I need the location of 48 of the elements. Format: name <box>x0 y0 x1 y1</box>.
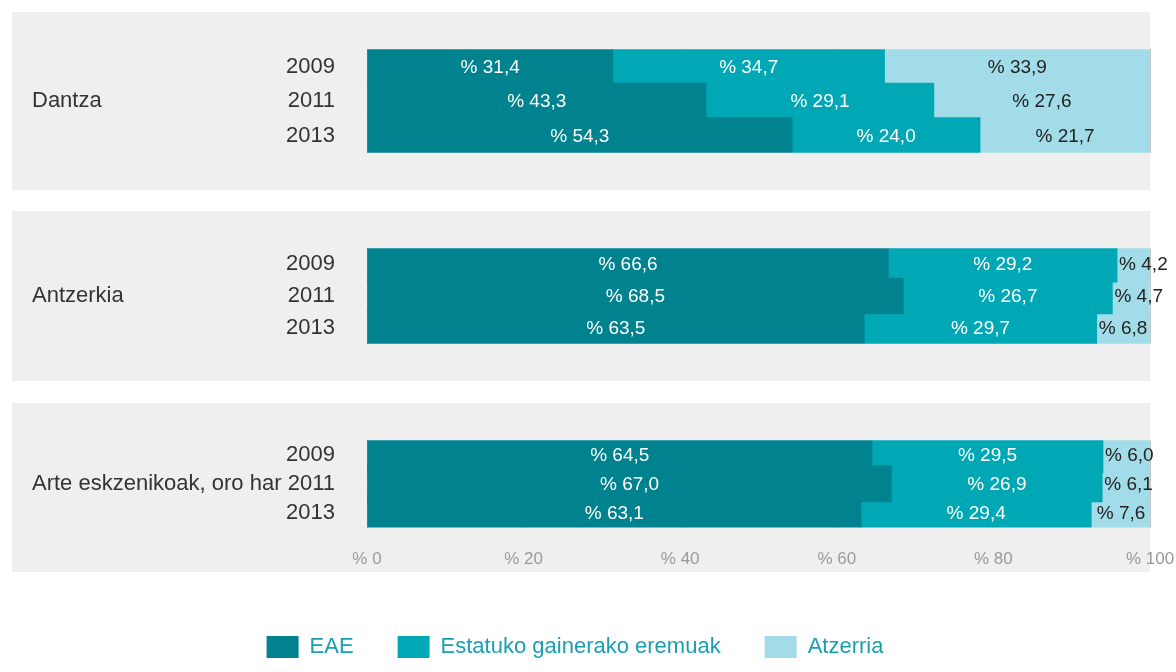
data-label: % 54,3 <box>550 124 610 146</box>
legend-label: EAE <box>309 633 354 659</box>
y-tick-label: 2013 <box>286 499 335 525</box>
data-label: % 68,5 <box>605 285 666 307</box>
data-label: % 29,4 <box>946 502 1007 524</box>
y-tick-label: 2011 <box>287 87 335 113</box>
x-tick-label: % 80 <box>974 549 1013 569</box>
y-tick-label: 2009 <box>286 440 335 466</box>
data-label: % 29,1 <box>790 90 850 112</box>
legend-label: Atzerria <box>807 633 885 659</box>
data-label: % 31,4 <box>460 55 521 77</box>
data-label: % 29,2 <box>973 253 1033 275</box>
y-axis-title: Arte eskzenikoak, oro har <box>32 469 282 495</box>
data-label: % 6,0 <box>1105 444 1154 465</box>
y-axis-title: Dantza <box>32 87 103 113</box>
data-label: % 26,9 <box>967 473 1027 495</box>
data-label: % 63,1 <box>584 502 644 524</box>
y-tick-label: 2013 <box>286 313 335 339</box>
data-label: % 24,0 <box>856 124 916 146</box>
data-label: % 29,5 <box>957 444 1018 465</box>
data-label: % 67,0 <box>599 473 660 495</box>
y-tick-label: 2011 <box>287 282 335 308</box>
data-label: % 64,5 <box>590 444 650 465</box>
data-label: % 6,1 <box>1104 473 1153 495</box>
data-label: % 4,7 <box>1114 285 1164 307</box>
x-tick-label: % 0 <box>352 549 382 569</box>
data-label: % 63,5 <box>586 317 646 339</box>
y-axis-title: Antzerkia <box>32 282 125 308</box>
data-label: % 6,8 <box>1098 317 1148 339</box>
x-tick-label: % 40 <box>660 549 700 569</box>
data-label: % 43,3 <box>507 90 567 112</box>
x-tick-label: % 20 <box>504 549 543 569</box>
data-label: % 4,2 <box>1119 253 1168 275</box>
data-label: % 34,7 <box>719 55 779 77</box>
y-tick-label: 2013 <box>286 121 335 147</box>
legend-label: Estatuko gainerako eremuak <box>440 633 722 659</box>
x-tick-label: % 60 <box>817 549 857 569</box>
data-label: % 29,7 <box>950 317 1011 339</box>
y-tick-label: 2009 <box>286 52 335 78</box>
data-label: % 27,6 <box>1012 90 1072 112</box>
data-label: % 66,6 <box>598 253 658 275</box>
data-label: % 33,9 <box>987 55 1047 77</box>
y-tick-label: 2009 <box>286 250 335 276</box>
y-tick-label: 2011 <box>287 469 335 495</box>
data-label: % 7,6 <box>1096 502 1146 524</box>
data-label: % 21,7 <box>1035 124 1095 146</box>
x-tick-label: % 100 <box>1125 549 1175 569</box>
data-label: % 26,7 <box>978 285 1038 307</box>
